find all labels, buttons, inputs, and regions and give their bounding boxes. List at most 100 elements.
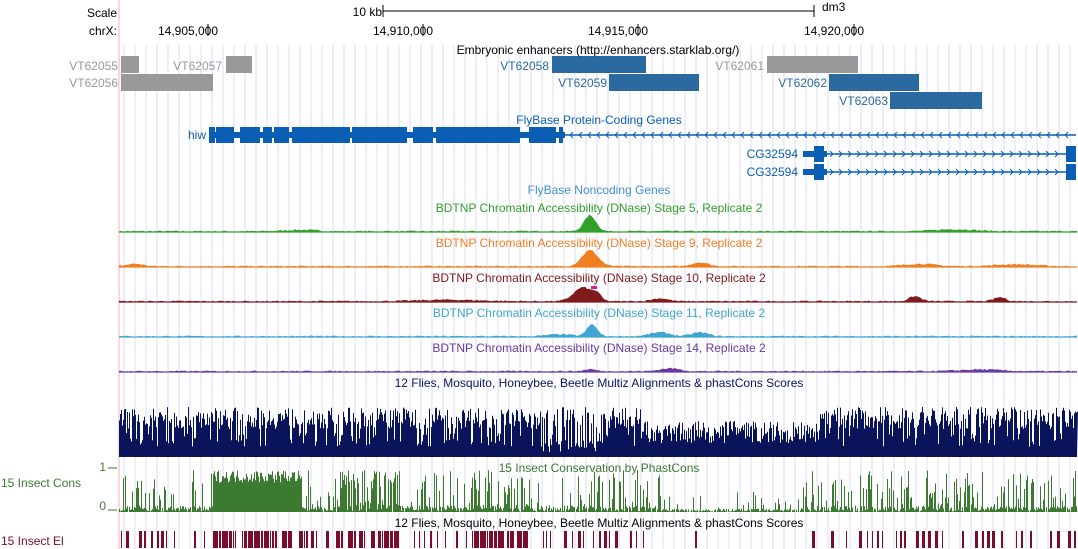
phastcons-element[interactable] — [242, 531, 243, 548]
phastcons-element[interactable] — [480, 531, 486, 548]
dnase-track-title[interactable]: BDTNP Chromatin Accessibility (DNase) St… — [432, 341, 766, 355]
multiz-track-title[interactable]: 12 Flies, Mosquito, Honeybee, Beetle Mul… — [394, 376, 804, 390]
phastcons-element[interactable] — [630, 531, 632, 548]
phastcons-element[interactable] — [306, 531, 308, 548]
phastcons-element[interactable] — [371, 531, 375, 548]
phastcons-element[interactable] — [299, 531, 303, 548]
dnase-track-title[interactable]: BDTNP Chromatin Accessibility (DNase) St… — [432, 271, 766, 285]
phastcons-element[interactable] — [336, 531, 340, 548]
enhancer-feature[interactable] — [767, 56, 858, 73]
enhancer-feature[interactable] — [890, 92, 982, 109]
phastcons-element[interactable] — [564, 531, 567, 548]
phastcons-element[interactable] — [992, 531, 995, 548]
phastcons-element[interactable] — [523, 531, 528, 548]
phastcons-element[interactable] — [456, 531, 458, 548]
phastcons-element[interactable] — [272, 531, 274, 548]
phastcons-element[interactable] — [248, 531, 253, 548]
phastcons-element[interactable] — [430, 531, 432, 548]
phastcons-histogram[interactable] — [119, 470, 1078, 512]
phastcons-element[interactable] — [1021, 531, 1023, 548]
phastcons-element[interactable] — [244, 531, 247, 548]
gene-label[interactable]: CG32594 — [746, 165, 798, 179]
phastcons-element[interactable] — [474, 531, 479, 548]
phastcons-element[interactable] — [609, 531, 610, 548]
dnase-track-title[interactable]: BDTNP Chromatin Accessibility (DNase) St… — [435, 236, 763, 250]
phastcons-element[interactable] — [311, 531, 314, 548]
phastcons-element[interactable] — [1050, 531, 1052, 548]
phastcons-element[interactable] — [213, 531, 218, 548]
phastcons-element[interactable] — [1074, 531, 1076, 548]
phastcons-element[interactable] — [359, 531, 363, 548]
phastcons-element[interactable] — [975, 531, 978, 548]
phastcons-element[interactable] — [904, 531, 906, 548]
cons-track-title[interactable]: 15 Insect Conservation by PhastCons — [498, 461, 700, 475]
phastcons-element[interactable] — [204, 531, 205, 548]
phastcons-element[interactable] — [494, 531, 497, 548]
phastcons-element[interactable] — [261, 531, 263, 548]
phastcons-element[interactable] — [233, 531, 234, 548]
phastcons-element[interactable] — [578, 531, 581, 548]
phastcons-element[interactable] — [846, 531, 847, 548]
dnase-signal[interactable] — [119, 324, 1077, 337]
phastcons-element[interactable] — [144, 531, 146, 548]
phastcons-element[interactable] — [510, 531, 514, 548]
enhancer-feature[interactable] — [226, 56, 252, 73]
phastcons-element[interactable] — [424, 531, 425, 548]
phastcons-element[interactable] — [859, 531, 862, 548]
phastcons-element[interactable] — [275, 531, 277, 548]
phastcons-element[interactable] — [900, 531, 902, 548]
phastcons-element[interactable] — [161, 531, 164, 548]
phastcons-element[interactable] — [354, 531, 356, 548]
phastcons-element[interactable] — [139, 531, 142, 548]
enhancer-feature[interactable] — [609, 74, 699, 91]
enhancer-label[interactable]: VT62062 — [778, 76, 827, 90]
phastcons-element[interactable] — [615, 531, 618, 548]
phastcons-element[interactable] — [896, 531, 897, 548]
phastcons-element[interactable] — [472, 531, 473, 548]
gene-exon[interactable] — [814, 164, 824, 180]
phastcons-element[interactable] — [341, 531, 343, 548]
dnase-signal[interactable] — [119, 250, 1077, 267]
phastcons-element[interactable] — [987, 531, 990, 548]
phastcons-element[interactable] — [121, 531, 122, 548]
enhancer-feature[interactable] — [121, 56, 139, 73]
enhancer-label[interactable]: VT62057 — [173, 59, 222, 73]
gene-utr[interactable] — [209, 132, 565, 138]
enhancer-label[interactable]: VT62061 — [715, 59, 764, 73]
elements-side-label[interactable]: 15 Insect El — [1, 534, 64, 548]
enhancer-label[interactable]: VT62056 — [69, 76, 118, 90]
phastcons-element[interactable] — [437, 531, 438, 548]
phastcons-element[interactable] — [604, 531, 607, 548]
phastcons-element[interactable] — [378, 531, 381, 548]
phastcons-element[interactable] — [922, 531, 925, 548]
phastcons-element[interactable] — [419, 531, 420, 548]
gene-label[interactable]: CG32594 — [746, 147, 798, 161]
gene-exon[interactable] — [1066, 146, 1076, 162]
dnase-track-title[interactable]: BDTNP Chromatin Accessibility (DNase) St… — [432, 306, 766, 320]
phastcons-element[interactable] — [126, 531, 129, 548]
dnase-track-title[interactable]: BDTNP Chromatin Accessibility (DNase) St… — [435, 201, 763, 215]
enhancer-label[interactable]: VT62063 — [839, 94, 888, 108]
dnase-signal[interactable] — [119, 367, 1077, 372]
flybase-noncoding-track-title[interactable]: FlyBase Noncoding Genes — [527, 183, 671, 197]
phastcons-element[interactable] — [935, 531, 938, 548]
phastcons-element[interactable] — [270, 531, 271, 548]
phastcons-element[interactable] — [1001, 531, 1003, 548]
phastcons-element[interactable] — [872, 531, 873, 548]
dnase-signal[interactable] — [119, 286, 1077, 302]
phastcons-element[interactable] — [487, 531, 488, 548]
phastcons-element[interactable] — [593, 531, 594, 548]
phastcons-element[interactable] — [390, 531, 393, 548]
phastcons-element[interactable] — [572, 531, 573, 548]
enhancer-feature[interactable] — [829, 74, 919, 91]
phastcons-element[interactable] — [1030, 531, 1032, 548]
phastcons-element[interactable] — [316, 531, 317, 548]
phastcons-element[interactable] — [982, 531, 984, 548]
gene-label[interactable]: hiw — [187, 128, 206, 142]
phastcons-element[interactable] — [229, 531, 232, 548]
enhancer-feature[interactable] — [121, 74, 213, 91]
phastcons-element[interactable] — [364, 531, 365, 548]
enhancer-label[interactable]: VT62058 — [500, 59, 549, 73]
phastcons-element[interactable] — [877, 531, 879, 548]
